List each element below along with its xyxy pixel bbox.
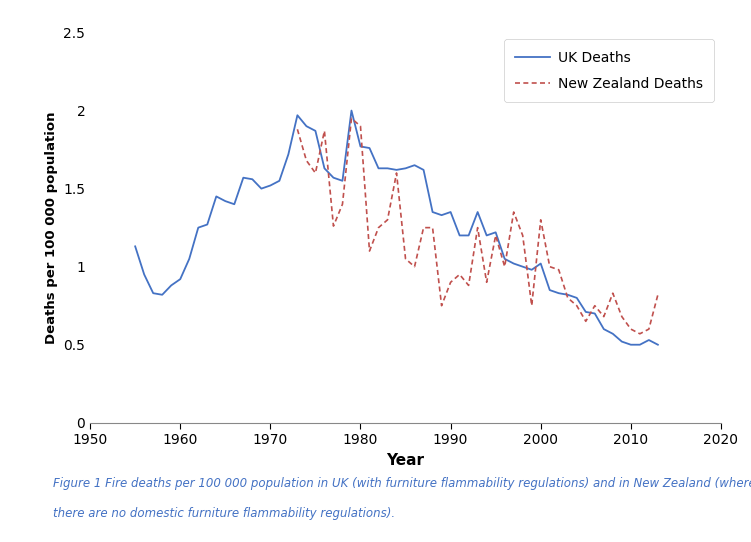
New Zealand Deaths [581, 318, 590, 325]
New Zealand Deaths [518, 232, 527, 238]
New Zealand Deaths [365, 248, 374, 254]
UK Deaths [131, 243, 140, 250]
New Zealand Deaths [545, 263, 554, 270]
Text: Figure 1 Fire deaths per 100 000 population in UK (with furniture flammability r: Figure 1 Fire deaths per 100 000 populat… [53, 477, 751, 490]
New Zealand Deaths [509, 209, 518, 215]
New Zealand Deaths [455, 271, 464, 278]
UK Deaths [212, 193, 221, 199]
New Zealand Deaths [347, 115, 356, 121]
New Zealand Deaths [653, 292, 662, 298]
New Zealand Deaths [500, 263, 509, 270]
New Zealand Deaths [338, 201, 347, 208]
New Zealand Deaths [419, 224, 428, 231]
New Zealand Deaths [590, 302, 599, 309]
New Zealand Deaths [482, 279, 491, 286]
New Zealand Deaths [554, 267, 563, 273]
New Zealand Deaths [635, 331, 644, 337]
New Zealand Deaths [329, 223, 338, 229]
Line: UK Deaths: UK Deaths [135, 111, 658, 345]
UK Deaths [626, 341, 635, 348]
New Zealand Deaths [491, 232, 500, 238]
New Zealand Deaths [617, 313, 626, 320]
New Zealand Deaths [644, 326, 653, 332]
New Zealand Deaths [293, 126, 302, 133]
New Zealand Deaths [302, 157, 311, 164]
New Zealand Deaths [464, 282, 473, 289]
New Zealand Deaths [356, 123, 365, 130]
UK Deaths [518, 263, 527, 270]
UK Deaths [347, 107, 356, 114]
UK Deaths [185, 256, 194, 262]
UK Deaths [266, 182, 275, 189]
New Zealand Deaths [428, 224, 437, 231]
New Zealand Deaths [527, 302, 536, 309]
New Zealand Deaths [446, 279, 455, 286]
New Zealand Deaths [473, 224, 482, 231]
New Zealand Deaths [608, 290, 617, 296]
X-axis label: Year: Year [387, 453, 424, 468]
UK Deaths [653, 341, 662, 348]
UK Deaths [149, 290, 158, 296]
New Zealand Deaths [374, 224, 383, 231]
New Zealand Deaths [437, 302, 446, 309]
New Zealand Deaths [563, 295, 572, 301]
New Zealand Deaths [401, 256, 410, 262]
Text: there are no domestic furniture flammability regulations).: there are no domestic furniture flammabi… [53, 507, 395, 520]
New Zealand Deaths [536, 217, 545, 223]
New Zealand Deaths [410, 263, 419, 270]
New Zealand Deaths [383, 217, 392, 223]
UK Deaths [410, 162, 419, 169]
New Zealand Deaths [392, 170, 401, 176]
New Zealand Deaths [626, 326, 635, 332]
Y-axis label: Deaths per 100 000 population: Deaths per 100 000 population [45, 112, 58, 344]
New Zealand Deaths [311, 170, 320, 176]
New Zealand Deaths [572, 302, 581, 309]
Legend: UK Deaths, New Zealand Deaths: UK Deaths, New Zealand Deaths [504, 40, 714, 102]
New Zealand Deaths [320, 127, 329, 134]
New Zealand Deaths [599, 313, 608, 320]
Line: New Zealand Deaths: New Zealand Deaths [297, 118, 658, 334]
